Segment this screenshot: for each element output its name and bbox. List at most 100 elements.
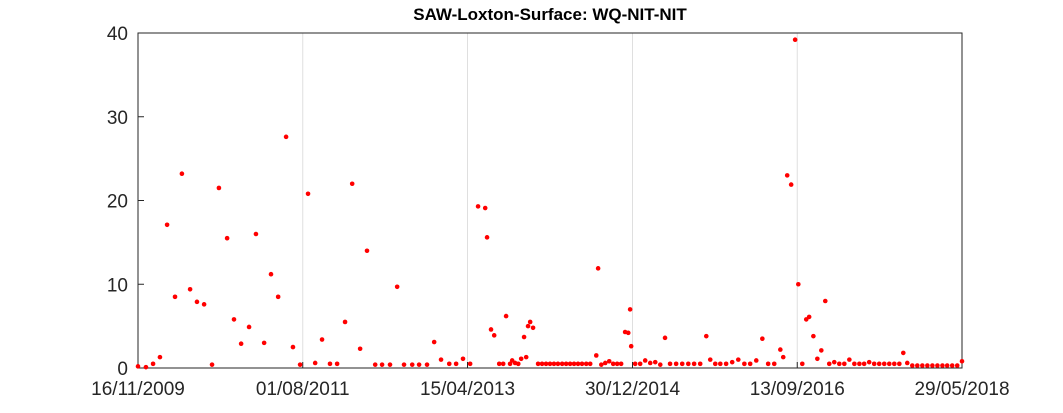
point xyxy=(446,361,452,367)
point xyxy=(892,361,897,367)
point xyxy=(187,286,193,292)
x-tick-label: 29/05/2018 xyxy=(914,379,1009,400)
point xyxy=(673,361,679,367)
x-tick-label: 30/12/2014 xyxy=(585,379,681,400)
point xyxy=(610,361,616,367)
point xyxy=(364,248,370,254)
point xyxy=(667,361,673,367)
point xyxy=(735,357,741,362)
point xyxy=(261,340,267,346)
point xyxy=(602,360,608,366)
point xyxy=(852,361,857,367)
point xyxy=(632,361,638,367)
point xyxy=(866,359,872,365)
point xyxy=(525,323,531,329)
point xyxy=(822,298,828,304)
point xyxy=(496,361,502,367)
point xyxy=(599,362,604,367)
point xyxy=(563,361,569,367)
point xyxy=(904,360,910,366)
point xyxy=(747,361,753,367)
point xyxy=(194,299,200,305)
point xyxy=(897,361,902,367)
point xyxy=(484,235,490,240)
point xyxy=(742,361,747,367)
point xyxy=(760,336,765,341)
point xyxy=(521,334,527,340)
point xyxy=(150,361,156,367)
point xyxy=(172,294,178,300)
point xyxy=(571,361,577,367)
point xyxy=(796,281,801,287)
point xyxy=(625,330,631,336)
point xyxy=(686,361,691,367)
point xyxy=(579,361,585,367)
point xyxy=(201,302,207,307)
point xyxy=(784,173,790,178)
point xyxy=(523,354,529,360)
point xyxy=(500,361,506,367)
point xyxy=(416,362,422,367)
point xyxy=(819,348,824,353)
point xyxy=(815,356,820,362)
point xyxy=(379,362,385,367)
point xyxy=(179,171,185,176)
point xyxy=(657,362,663,367)
point xyxy=(723,361,729,367)
point xyxy=(857,361,862,367)
chart-title: SAW-Loxton-Surface: WQ-NIT-NIT xyxy=(413,5,687,24)
point xyxy=(268,271,274,277)
point xyxy=(799,361,805,367)
x-tick-label: 13/09/2016 xyxy=(750,379,845,400)
point xyxy=(703,333,709,339)
point xyxy=(567,361,573,367)
point xyxy=(297,362,303,367)
point xyxy=(662,335,668,341)
point xyxy=(587,361,593,367)
point xyxy=(959,359,965,364)
point xyxy=(900,350,906,356)
point xyxy=(861,361,867,367)
point xyxy=(387,362,393,367)
point xyxy=(593,353,599,358)
point xyxy=(792,37,798,42)
point xyxy=(691,361,697,367)
point xyxy=(679,361,685,367)
point xyxy=(954,363,960,368)
point xyxy=(915,363,920,368)
point xyxy=(771,361,777,367)
point xyxy=(431,339,437,345)
point xyxy=(535,361,541,367)
point xyxy=(826,361,832,367)
point xyxy=(652,359,658,365)
point xyxy=(246,324,252,330)
y-tick-label: 0 xyxy=(117,359,128,380)
point xyxy=(618,361,624,367)
point xyxy=(718,361,723,367)
point xyxy=(527,319,533,325)
point xyxy=(394,284,400,290)
point xyxy=(836,361,842,367)
point xyxy=(231,317,237,322)
point xyxy=(555,361,561,367)
point xyxy=(216,185,222,191)
point xyxy=(595,266,601,271)
point xyxy=(401,362,407,367)
point xyxy=(547,361,553,367)
point xyxy=(253,231,259,237)
point xyxy=(909,363,915,368)
y-tick-label: 30 xyxy=(107,108,128,129)
point xyxy=(319,337,325,342)
point xyxy=(871,361,877,367)
point xyxy=(753,358,759,363)
point xyxy=(424,362,430,367)
point xyxy=(467,361,473,367)
y-tick-label: 10 xyxy=(107,275,128,296)
point xyxy=(575,361,581,367)
point xyxy=(372,362,378,367)
point xyxy=(920,363,925,368)
point xyxy=(765,361,771,367)
